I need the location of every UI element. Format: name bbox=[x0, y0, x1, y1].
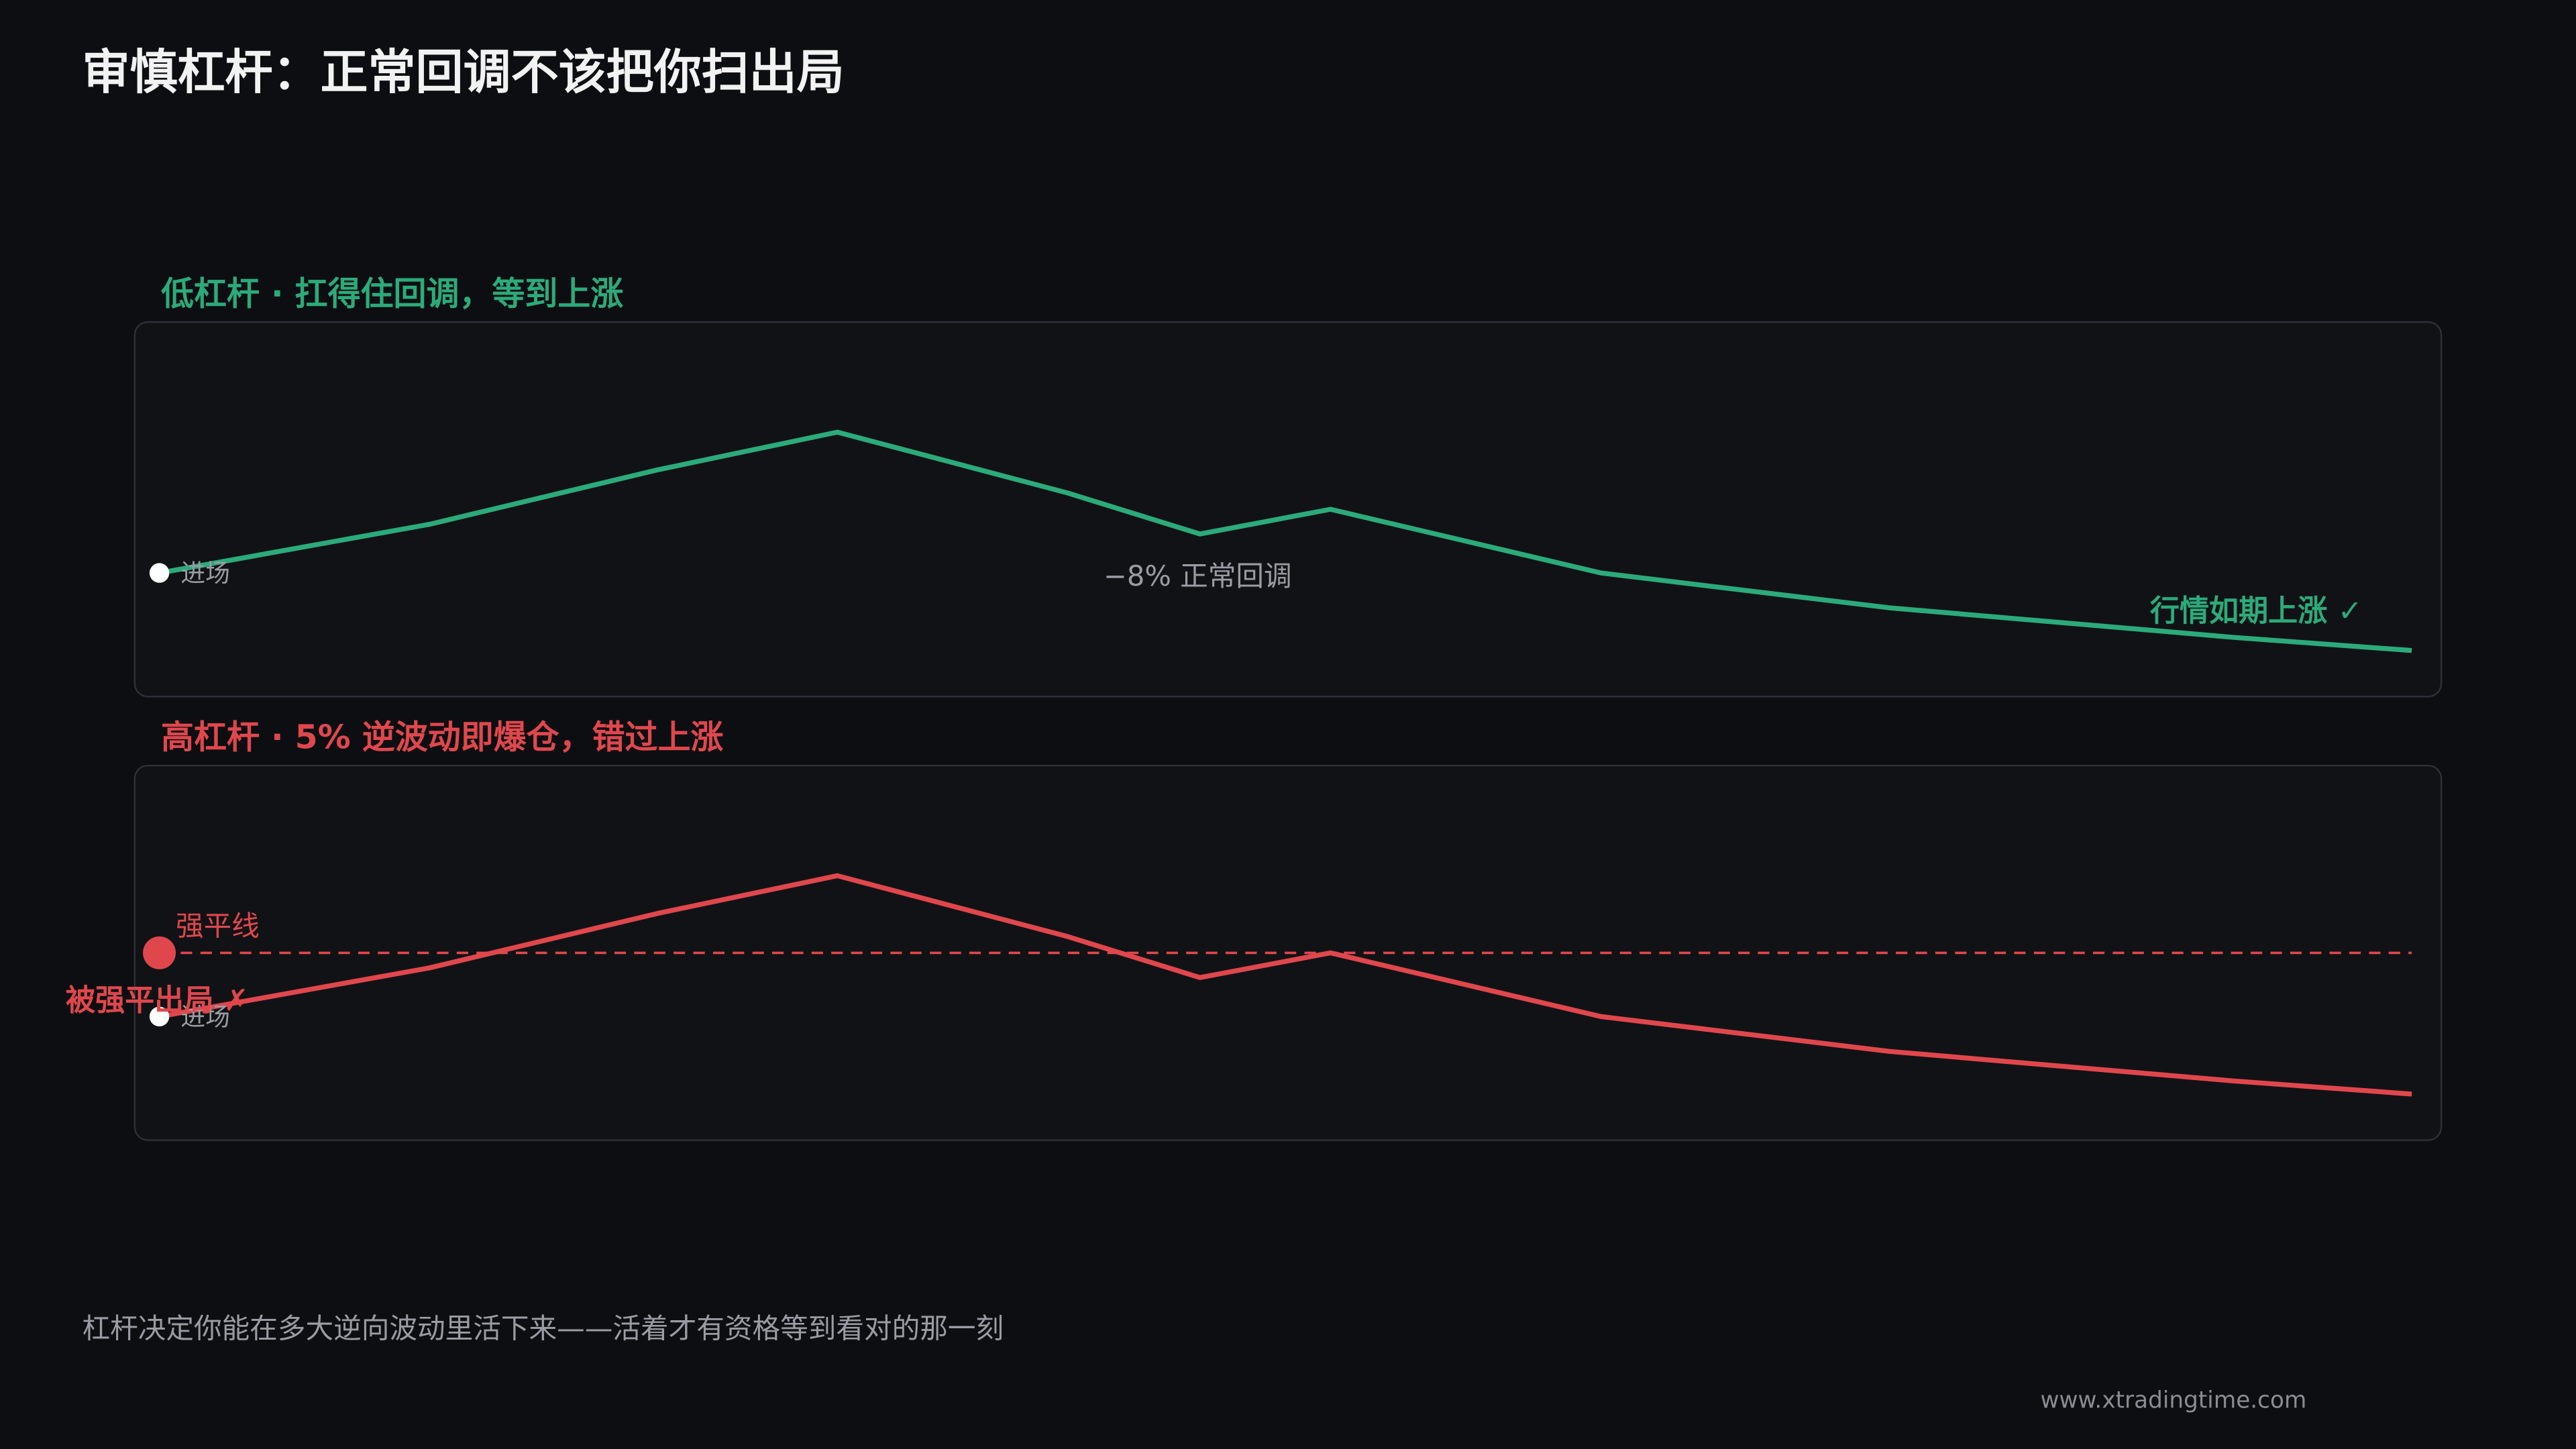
entry-label: 进场 bbox=[180, 1002, 229, 1031]
liquidation-point bbox=[143, 936, 176, 969]
page-title: 审慎杠杆：正常回调不该把你扫出局 bbox=[82, 44, 844, 100]
chart-title: 高杠杆 · 5% 逆波动即爆仓，错过上涨 bbox=[161, 718, 723, 757]
panel bbox=[133, 321, 2443, 698]
chart-title: 低杠杆 · 扛得住回调，等到上涨 bbox=[161, 274, 623, 313]
entry-point bbox=[149, 1006, 170, 1027]
liquidation-label: 强平线 bbox=[176, 910, 260, 943]
outcome-label: 被强平出局 ✗ bbox=[66, 983, 249, 1018]
price-line bbox=[158, 429, 2412, 653]
pullback-label: −8% 正常回调 bbox=[1104, 559, 1292, 592]
outcome-label: 行情如期上涨 ✓ bbox=[2150, 594, 2363, 628]
entry-label: 进场 bbox=[180, 559, 229, 588]
watermark: www.xtradingtime.com bbox=[2041, 1387, 2307, 1413]
price-line bbox=[158, 873, 2412, 1097]
caption: 杠杆决定你能在多大逆向波动里活下来——活着才有资格等到看对的那一刻 bbox=[82, 1312, 1004, 1345]
entry-point bbox=[149, 563, 170, 583]
